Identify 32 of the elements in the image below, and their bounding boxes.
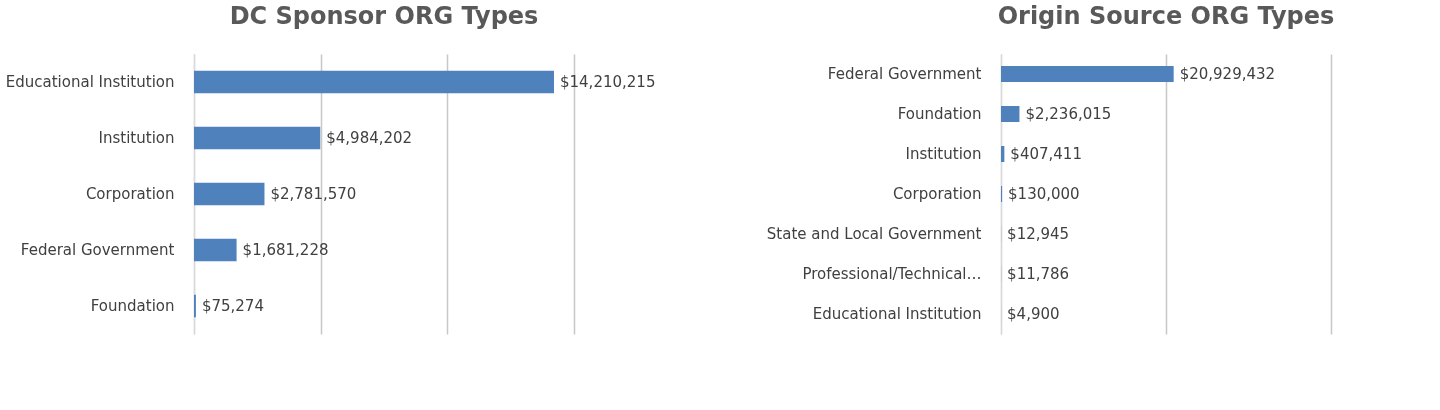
- y-tick-label: Institution: [98, 129, 175, 147]
- bar: [1001, 66, 1174, 82]
- y-tick-label: Educational Institution: [812, 305, 982, 323]
- y-tick-label: State and Local Government: [766, 225, 982, 243]
- y-tick-label: Corporation: [892, 185, 982, 203]
- chart-title: DC Sponsor ORG Types: [229, 2, 539, 30]
- data-label: $20,929,432: [1179, 65, 1276, 83]
- bar: [194, 70, 554, 94]
- y-tick-label: Foundation: [90, 297, 175, 315]
- data-label: $4,984,202: [326, 129, 413, 147]
- data-label: $407,411: [1010, 145, 1082, 163]
- y-tick-label: Professional/Technical…: [802, 265, 982, 283]
- bar: [194, 126, 321, 150]
- data-label: $1,681,228: [242, 241, 329, 259]
- data-label: $2,781,570: [270, 185, 357, 203]
- y-tick-label: Educational Institution: [5, 73, 175, 91]
- bar: [194, 182, 265, 206]
- bar: [194, 238, 237, 262]
- chart-title: Origin Source ORG Types: [997, 2, 1335, 30]
- y-tick-label: Corporation: [85, 185, 175, 203]
- bar: [1001, 106, 1020, 122]
- data-label: $11,786: [1007, 265, 1070, 283]
- data-label: $12,945: [1007, 225, 1070, 243]
- y-tick-label: Institution: [905, 145, 982, 163]
- data-label: $130,000: [1008, 185, 1080, 203]
- data-label: $14,210,215: [559, 73, 656, 91]
- y-tick-label: Federal Government: [827, 65, 982, 83]
- data-label: $4,900: [1007, 305, 1060, 323]
- y-tick-label: Foundation: [897, 105, 982, 123]
- data-label: $2,236,015: [1025, 105, 1112, 123]
- y-tick-label: Federal Government: [20, 241, 175, 259]
- data-label: $75,274: [201, 297, 264, 315]
